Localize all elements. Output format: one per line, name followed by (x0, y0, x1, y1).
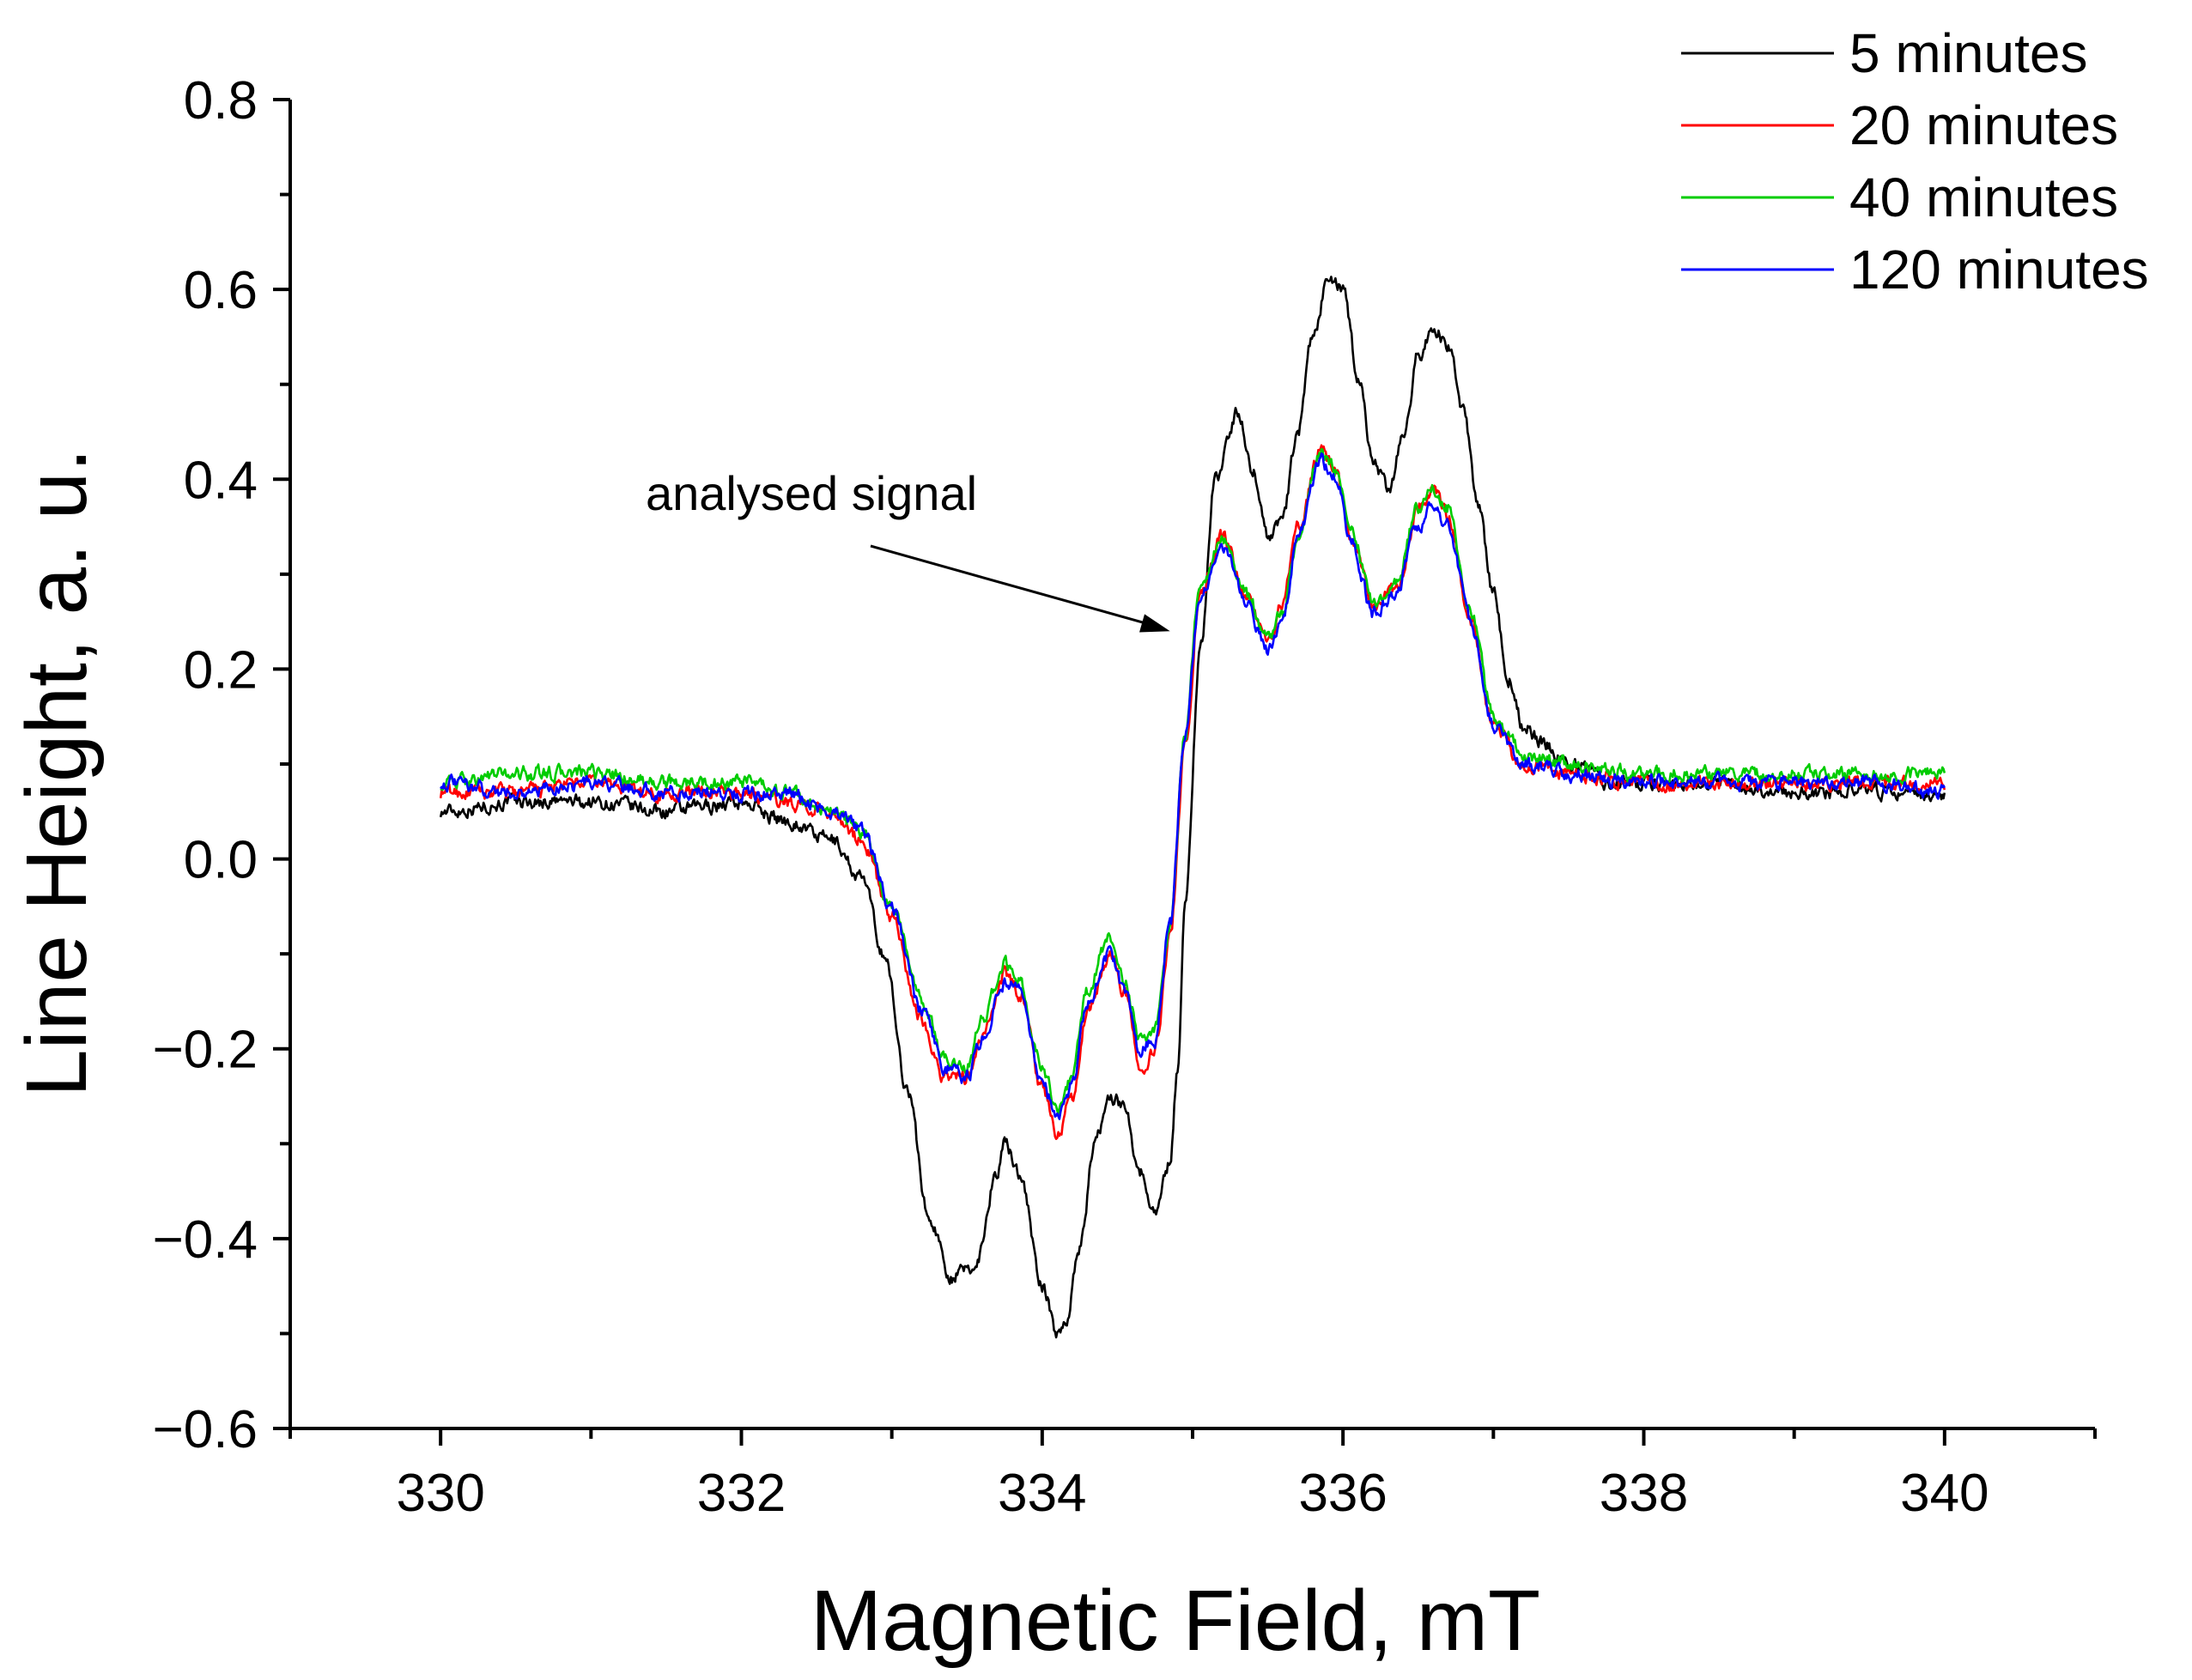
legend-label-40-minutes: 40 minutes (1849, 167, 2118, 228)
x-tick-label: 332 (697, 1464, 786, 1523)
series-line-120-minutes (440, 452, 1946, 1120)
legend-label-120-minutes: 120 minutes (1849, 239, 2149, 300)
x-tick-label: 334 (998, 1464, 1086, 1523)
annotation-arrow-head (1139, 614, 1170, 633)
y-tick-label: −0.2 (153, 1021, 258, 1080)
x-axis-title: Magnetic Field, mT (811, 1573, 1540, 1669)
y-tick-label: 0.2 (184, 640, 258, 700)
axes-layer (273, 98, 2097, 1446)
annotation: analysed signal (646, 466, 1170, 633)
y-tick-label: 0.4 (184, 451, 258, 510)
legend-label-20-minutes: 20 minutes (1849, 94, 2118, 156)
x-tick-label: 330 (396, 1464, 484, 1523)
legend-label-5-minutes: 5 minutes (1849, 22, 2087, 84)
y-tick-label: 0.0 (184, 831, 258, 890)
y-tick-label: 0.6 (184, 261, 258, 320)
annotation-arrow-line (870, 544, 1163, 629)
legend: 5 minutes 20 minutes 40 minutes 120 minutes (1681, 22, 2149, 300)
x-tick-label: 340 (1900, 1464, 1989, 1523)
x-tick-label: 336 (1298, 1464, 1387, 1523)
y-tick-label: −0.4 (153, 1210, 258, 1270)
x-tick-label: 338 (1600, 1464, 1688, 1523)
annotation-text: analysed signal (646, 466, 977, 520)
y-tick-label: −0.6 (153, 1400, 258, 1459)
y-axis-title: Line Height, a. u. (9, 448, 105, 1097)
y-tick-label: 0.8 (184, 71, 258, 130)
series-line-5-minutes (439, 276, 1946, 1339)
series-layer (439, 276, 1946, 1339)
labels-layer: 0.8 0.6 0.4 0.2 0.0 −0.2 −0.4 −0.6 330 332 334 336 3… (9, 71, 1989, 1669)
